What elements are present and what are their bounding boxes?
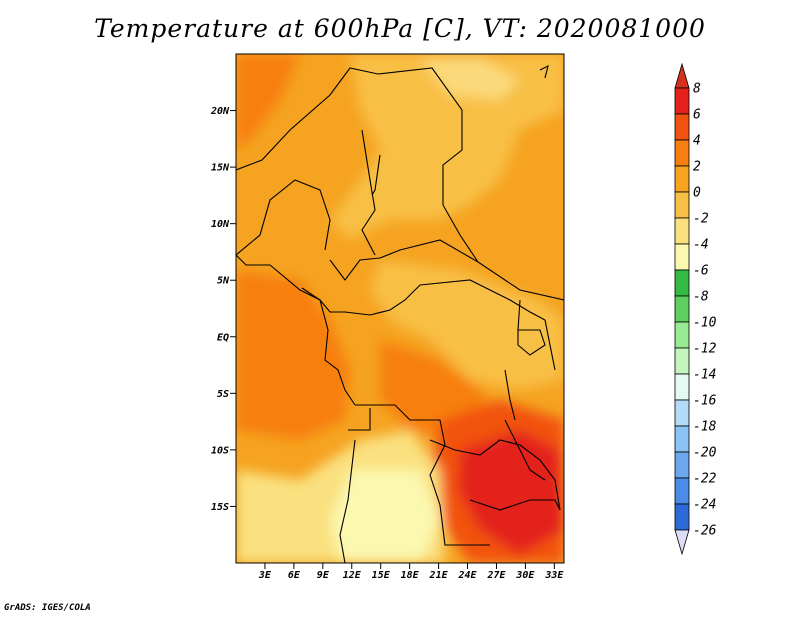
colorbar-label: -12 (693, 342, 717, 357)
colorbar-label: -2 (693, 212, 709, 227)
lon-tick-label: 18E (401, 570, 420, 581)
lon-tick-label: 9E (317, 570, 330, 581)
colorbar-swatch (674, 503, 690, 531)
border-chad (361, 129, 376, 256)
colorbar-label: 2 (693, 160, 701, 175)
colorbar-label: 4 (693, 134, 701, 149)
lon-tick-label: 27E (486, 570, 506, 581)
colorbar-label: 8 (693, 82, 701, 97)
colorbar-swatch (674, 269, 690, 297)
border-uganda (517, 299, 521, 331)
colorbar-swatch (674, 451, 690, 479)
colorbar-bottom-arrow (674, 529, 690, 556)
colorbar-swatch (674, 347, 690, 375)
colorbar: 8 6 4 2 0 -2 -4 -6 -8 -10 -12 -14 -16 -18 -20 -22 -24 -26 (674, 62, 717, 556)
border-kenya (544, 319, 556, 371)
country-borders (236, 64, 564, 563)
lon-tick-label: 21E (429, 570, 449, 581)
border-drc-angola (348, 408, 371, 431)
colorbar-swatch (674, 139, 690, 167)
colorbar-swatch (674, 243, 690, 271)
region-southern-core (458, 430, 564, 555)
lat-tick-label: 5S (217, 389, 229, 400)
region-west-sahel (236, 54, 300, 150)
colorbar-label: -4 (693, 238, 709, 253)
colorbar-top-arrow (674, 62, 690, 89)
nile-outline (539, 64, 549, 79)
map-frame (235, 53, 565, 564)
chart-title: Temperature at 600hPa [C], VT: 202008100… (94, 14, 706, 43)
region-central-east (370, 260, 564, 390)
region-gulf-guinea (236, 270, 350, 440)
lat-tick-label: 10S (211, 445, 229, 456)
lat-tick-label: 20N (210, 106, 230, 117)
colorbar-swatch (674, 425, 690, 453)
colorbar-label: -22 (693, 472, 717, 487)
colorbar-swatch (674, 477, 690, 505)
lon-tick-label: 12E (343, 570, 362, 581)
lon-tick-label: 3E (258, 570, 272, 581)
colorbar-swatch (674, 295, 690, 323)
colorbar-swatch (674, 87, 690, 115)
colorbar-label: -14 (693, 368, 716, 383)
colorbar-label: -20 (693, 446, 717, 461)
colorbar-label: -18 (693, 420, 717, 435)
region-central-plateau (330, 54, 564, 240)
lat-tick-label: EQ (217, 332, 229, 343)
colorbar-label: -26 (693, 524, 717, 539)
border-north (236, 67, 463, 171)
longitude-axis: 3E 6E 9E 12E 15E 18E 21E 24E 27E 30E 33E (258, 563, 564, 581)
lat-tick-label: 5N (217, 276, 230, 287)
border-zimbabwe (469, 499, 561, 511)
colorbar-swatch (674, 321, 690, 349)
lat-tick-label: 15S (211, 502, 229, 513)
colorbar-label: -8 (693, 290, 709, 305)
region-kalahari-core (330, 470, 440, 563)
border-sudan (442, 118, 564, 301)
latitude-axis: 20N 15N 10N 5N EQ 5S 10S 15S (210, 106, 236, 513)
temperature-field (236, 54, 564, 563)
colorbar-label: -6 (693, 264, 709, 279)
lon-tick-label: 24E (457, 570, 477, 581)
colorbar-label: -10 (693, 316, 717, 331)
colorbar-swatch (674, 165, 690, 193)
lake-victoria (517, 329, 546, 356)
colorbar-swatch (674, 191, 690, 219)
lat-tick-label: 10N (211, 219, 230, 230)
grads-credit: GrADS: IGES/COLA (4, 603, 91, 613)
colorbar-swatch (674, 217, 690, 245)
colorbar-swatch (674, 399, 690, 427)
lake-tanganyika (504, 369, 516, 421)
border-central (236, 254, 546, 321)
lat-tick-label: 15N (211, 163, 230, 174)
colorbar-swatch (674, 113, 690, 141)
lake-chad (371, 154, 381, 196)
colorbar-label: 6 (693, 108, 701, 123)
border-angola (355, 404, 490, 546)
lon-tick-label: 30E (515, 570, 535, 581)
lon-tick-label: 15E (372, 570, 391, 581)
lon-tick-label: 6E (288, 570, 301, 581)
colorbar-label: -16 (693, 394, 717, 409)
border-zambia (429, 439, 561, 511)
lon-tick-label: 33E (544, 570, 564, 581)
region-cool-ne (420, 58, 520, 100)
coastline-west (301, 287, 356, 406)
border-nigeria (236, 179, 331, 256)
lake-malawi (504, 419, 546, 481)
coastline-namibia (339, 439, 356, 563)
border-car (329, 239, 479, 281)
colorbar-swatch (674, 373, 690, 401)
colorbar-label: 0 (693, 186, 701, 201)
colorbar-label: -24 (693, 498, 716, 513)
